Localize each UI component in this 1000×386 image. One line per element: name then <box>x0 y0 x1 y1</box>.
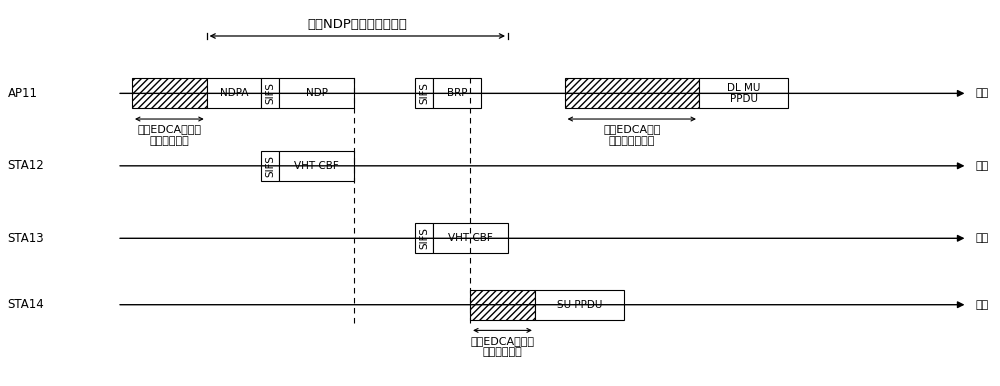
Text: NDPA: NDPA <box>220 88 248 98</box>
Bar <box>415 78 433 108</box>
Text: BRP: BRP <box>447 88 467 98</box>
Text: SIFS: SIFS <box>419 82 429 104</box>
Text: VHT CBF: VHT CBF <box>448 233 493 243</box>
Text: 基于NDP的信道探测过程: 基于NDP的信道探测过程 <box>307 17 407 30</box>
Text: 时间: 时间 <box>975 233 989 243</box>
Text: VHT CBF: VHT CBF <box>294 161 339 171</box>
Bar <box>433 223 508 253</box>
Text: 时间: 时间 <box>975 300 989 310</box>
Text: STA13: STA13 <box>8 232 44 245</box>
Bar <box>699 78 788 108</box>
Bar <box>279 151 354 181</box>
Text: STA14: STA14 <box>8 298 44 311</box>
Text: DL MU
PPDU: DL MU PPDU <box>727 83 760 104</box>
Text: 时间: 时间 <box>975 88 989 98</box>
Bar <box>261 78 279 108</box>
Text: STA12: STA12 <box>8 159 44 172</box>
Text: 基于EDCA机制
的信道竞争过程: 基于EDCA机制 的信道竞争过程 <box>603 124 660 146</box>
Text: SIFS: SIFS <box>265 82 275 104</box>
Text: AP11: AP11 <box>8 87 38 100</box>
Bar <box>207 78 261 108</box>
Text: 时间: 时间 <box>975 161 989 171</box>
Text: SU PPDU: SU PPDU <box>557 300 602 310</box>
Bar <box>279 78 354 108</box>
Text: 基于EDCA机制的
信道竞争过程: 基于EDCA机制的 信道竞争过程 <box>470 336 534 357</box>
Bar <box>132 78 207 108</box>
Bar <box>535 290 624 320</box>
Text: 基于EDCA机制的
信道竞争过程: 基于EDCA机制的 信道竞争过程 <box>137 124 201 146</box>
Bar <box>470 290 535 320</box>
Bar <box>433 78 481 108</box>
Text: NDP: NDP <box>306 88 328 98</box>
Bar <box>415 223 433 253</box>
Text: SIFS: SIFS <box>419 227 429 249</box>
Text: SIFS: SIFS <box>265 155 275 177</box>
Bar <box>261 151 279 181</box>
Bar <box>565 78 699 108</box>
